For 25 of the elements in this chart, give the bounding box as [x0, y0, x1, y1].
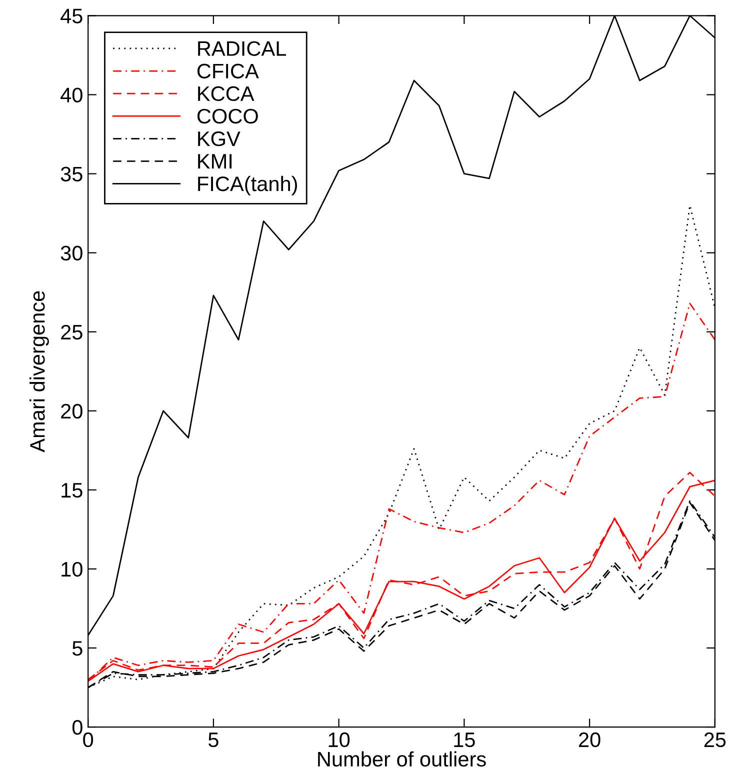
y-tick-label: 5 — [72, 641, 82, 656]
y-tick-label: 0 — [72, 720, 82, 735]
legend-label: CFICA — [197, 64, 259, 79]
x-axis-title: Number of outliers — [318, 751, 486, 767]
y-tick-label: 30 — [60, 246, 82, 261]
y-tick-label: 45 — [60, 8, 82, 24]
legend-label: COCO — [197, 108, 258, 124]
y-tick-label: 20 — [61, 404, 82, 419]
legend-label: KCCA — [198, 86, 254, 102]
y-axis-title: Amari divergence — [30, 291, 49, 452]
x-tick-label: 20 — [579, 732, 600, 748]
x-tick-label: 10 — [328, 732, 350, 748]
y-tick-label: 15 — [62, 483, 82, 498]
x-tick-label: 0 — [83, 732, 94, 748]
y-tick-label: 25 — [61, 324, 82, 340]
x-tick-label: 25 — [704, 732, 726, 748]
x-tick-label: 5 — [208, 732, 218, 748]
legend-label: FICA(tanh) — [198, 176, 297, 196]
y-tick-label: 10 — [62, 562, 82, 577]
legend-label: RADICAL — [198, 41, 286, 56]
y-tick-label: 35 — [60, 166, 82, 182]
legend-label: KGV — [198, 131, 240, 146]
legend-label: KMI — [198, 154, 232, 168]
x-tick-label: 15 — [454, 732, 475, 748]
y-tick-label: 40 — [60, 88, 82, 102]
